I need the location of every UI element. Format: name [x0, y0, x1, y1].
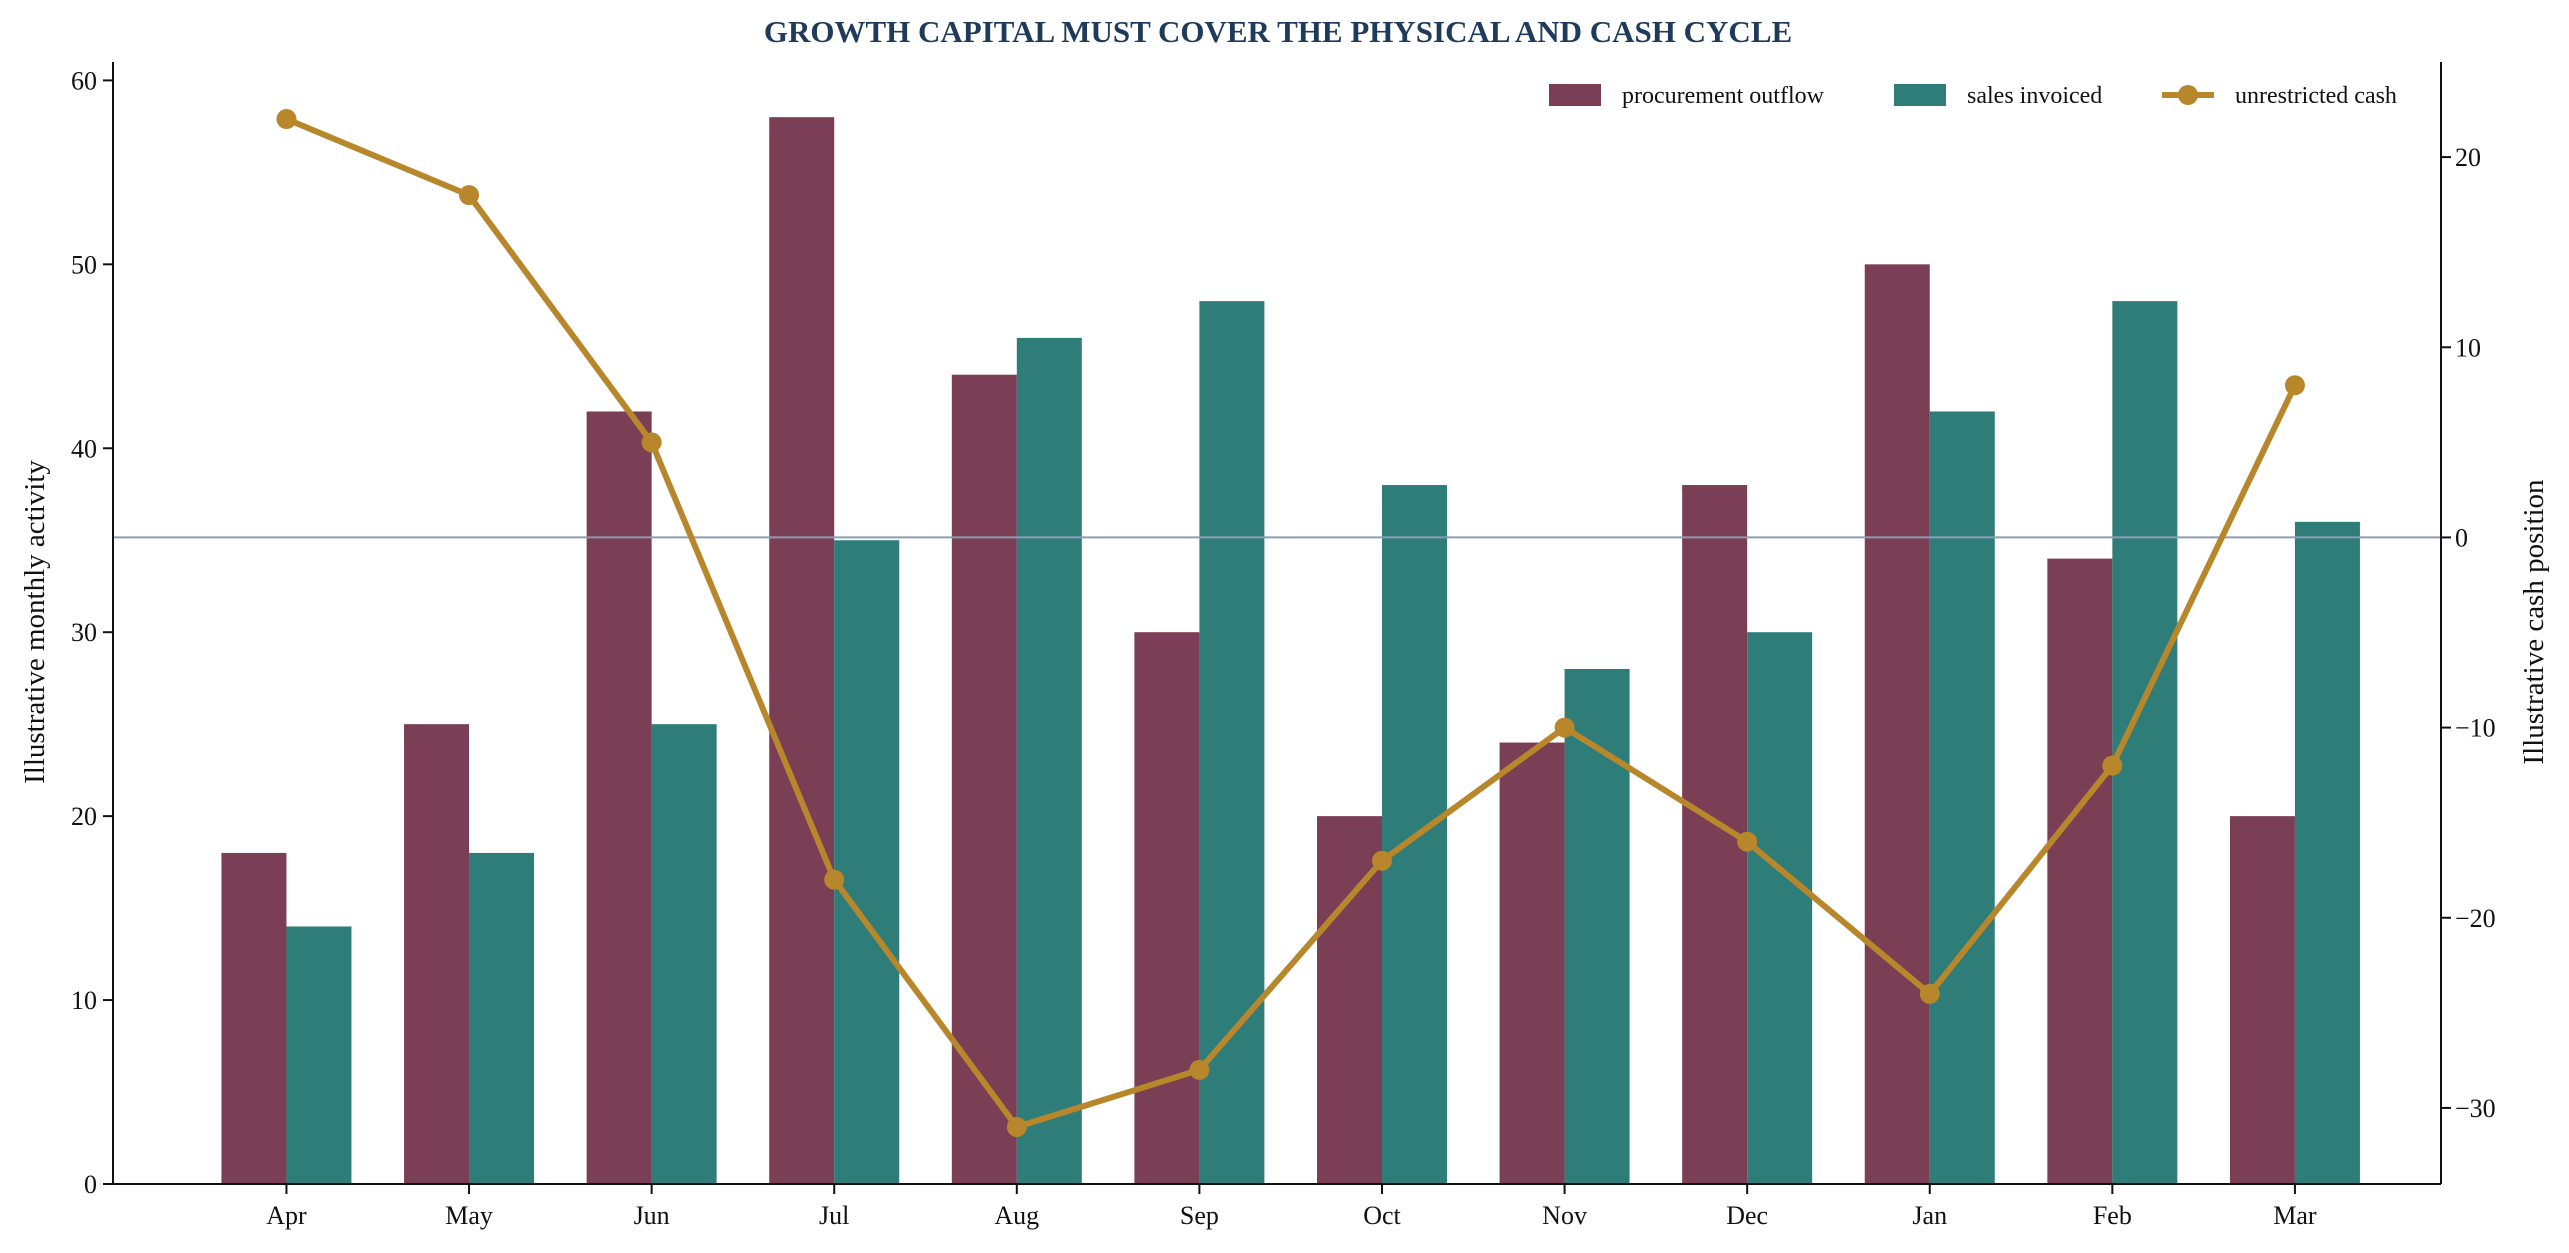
cash-point-aug: [1006, 1116, 1027, 1137]
y-tick-label: 60: [71, 66, 97, 95]
bar-procurement-jun: [586, 411, 652, 1184]
cash-line: [285, 116, 2298, 1130]
x-tick-label-oct: Oct: [1363, 1201, 1401, 1230]
y2-tick-label: −20: [2455, 904, 2496, 933]
y2-axis-label: Illustrative cash position: [2518, 479, 2550, 765]
y-tick-label: 30: [71, 618, 97, 647]
bars-layer: [221, 117, 2360, 1185]
cash-point-oct: [1371, 850, 1392, 871]
y-tick-label: 10: [71, 986, 97, 1015]
bar-procurement-nov: [1499, 742, 1565, 1184]
y2-tick-label: 20: [2455, 143, 2481, 172]
bar-sales-may: [469, 852, 535, 1184]
bar-procurement-feb: [2047, 558, 2113, 1184]
legend-cash-swatch-marker: [2178, 85, 2198, 105]
x-tick-label-mar: Mar: [2273, 1201, 2317, 1230]
x-tick-label-jul: Jul: [819, 1201, 849, 1230]
cash-point-sep: [1189, 1059, 1210, 1080]
legend-procurement-swatch: [1549, 84, 1601, 106]
legend-sales: sales invoiced: [1894, 83, 2102, 109]
cash-point-nov: [1554, 717, 1575, 738]
x-tick-label-apr: Apr: [266, 1201, 307, 1230]
y2-tick-label: 0: [2455, 523, 2468, 552]
legend-sales-swatch: [1894, 84, 1946, 106]
y-tick-label: 20: [71, 802, 97, 831]
bar-sales-aug: [1016, 337, 1082, 1185]
x-tick-label-sep: Sep: [1180, 1201, 1219, 1230]
cash-point-feb: [2102, 755, 2123, 776]
x-tick-label-aug: Aug: [994, 1201, 1039, 1230]
y2-tick-label: −10: [2455, 714, 2496, 743]
bar-sales-jun: [651, 724, 717, 1184]
bar-sales-apr: [286, 926, 352, 1184]
cash-point-jul: [824, 869, 845, 890]
y2-tick-label: 10: [2455, 333, 2481, 362]
x-tick-label-dec: Dec: [1726, 1201, 1768, 1230]
x-tick-label-jan: Jan: [1912, 1201, 1947, 1230]
x-tick-label-nov: Nov: [1542, 1201, 1587, 1230]
cash-point-apr: [276, 109, 297, 130]
bar-procurement-mar: [2229, 816, 2295, 1184]
cash-point-jun: [641, 432, 662, 453]
bar-sales-dec: [1747, 632, 1813, 1184]
bar-procurement-jan: [1864, 264, 1930, 1184]
bar-procurement-aug: [951, 374, 1017, 1184]
bar-sales-jul: [834, 540, 900, 1184]
chart-title: GROWTH CAPITAL MUST COVER THE PHYSICAL A…: [764, 14, 1792, 49]
bar-procurement-may: [404, 724, 470, 1184]
bar-sales-mar: [2294, 521, 2360, 1184]
x-tick-label-jun: Jun: [634, 1201, 670, 1230]
axes-layer: 0 10 20 30 40 50 60 −30 −20 −10 0 10 20 Apr May Jun Jul A…: [71, 62, 2496, 1230]
bar-procurement-apr: [221, 852, 287, 1184]
cash-point-jan: [1919, 983, 1940, 1004]
legend: procurement outflow sales invoiced unrestr…: [1549, 83, 2397, 109]
cash-point-dec: [1737, 831, 1758, 852]
bar-sales-jan: [1929, 411, 1995, 1184]
legend-procurement-label: procurement outflow: [1622, 83, 1825, 109]
legend-procurement: procurement outflow: [1549, 83, 1825, 109]
x-tick-label-feb: Feb: [2093, 1201, 2132, 1230]
cash-line-layer: [276, 109, 2305, 1137]
y2-tick-label: −30: [2455, 1094, 2496, 1123]
bar-sales-nov: [1564, 668, 1630, 1184]
legend-cash-label: unrestricted cash: [2235, 83, 2397, 109]
cash-point-may: [459, 185, 480, 206]
y-axis-label: Illustrative monthly activity: [19, 460, 51, 784]
legend-sales-label: sales invoiced: [1967, 83, 2102, 109]
y-tick-label: 0: [84, 1170, 97, 1199]
bar-sales-sep: [1199, 301, 1265, 1184]
y-tick-label: 50: [71, 250, 97, 279]
bar-procurement-jul: [769, 117, 835, 1185]
cash-point-mar: [2284, 375, 2305, 396]
bar-procurement-sep: [1134, 632, 1200, 1184]
y-tick-label: 40: [71, 434, 97, 463]
legend-cash: unrestricted cash: [2162, 83, 2397, 109]
x-tick-label-may: May: [445, 1201, 493, 1230]
